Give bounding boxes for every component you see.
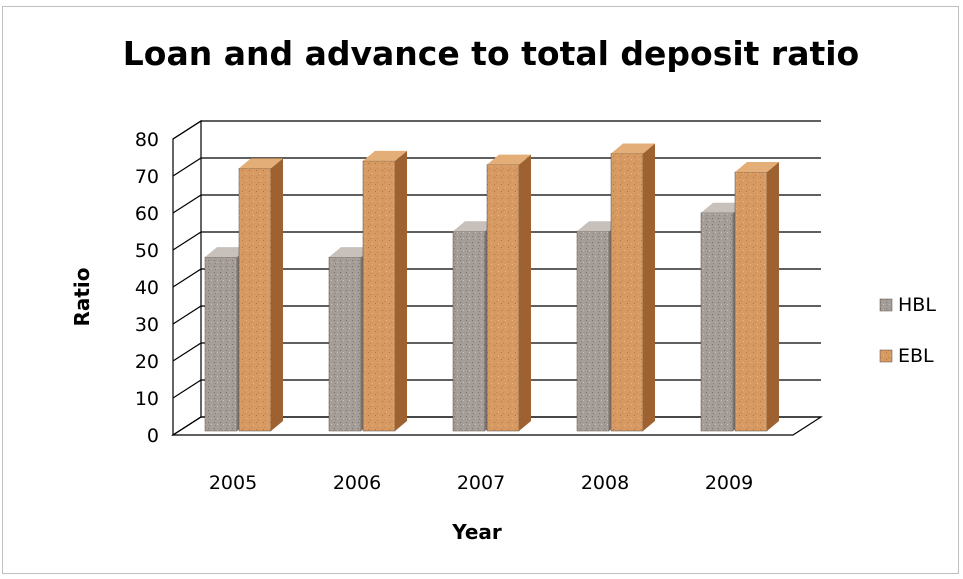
bar-top <box>205 247 249 258</box>
x-tick-label-2009: 2009 <box>705 472 753 494</box>
bar-ebl-2008 <box>610 143 655 432</box>
bar-ebl-2007 <box>486 154 531 432</box>
x-axis-tick-labels: 2005 2006 2007 2008 2009 <box>209 472 753 494</box>
x-tick-label-2005: 2005 <box>209 472 257 494</box>
bars <box>204 143 779 432</box>
y-tick-label: 60 <box>135 203 159 225</box>
bar-top <box>735 162 779 172</box>
bar-top <box>701 202 745 213</box>
y-tick-label: 20 <box>135 351 159 373</box>
bar-front <box>486 164 520 432</box>
legend-label: EBL <box>898 345 934 367</box>
bar-top <box>487 154 531 165</box>
bar-front <box>362 160 396 432</box>
bar-ebl-2006 <box>362 150 407 432</box>
y-tick-label: 0 <box>147 425 159 447</box>
y-tick-label: 30 <box>135 314 159 336</box>
bar-front <box>204 256 238 432</box>
y-tick-label: 10 <box>135 388 159 410</box>
legend-item-hbl: HBL <box>879 294 936 316</box>
y-tick-label: 80 <box>135 129 159 151</box>
y-tick-label: 50 <box>135 240 159 262</box>
gridline <box>172 120 821 140</box>
bar-top <box>239 158 283 169</box>
chart-frame: Loan and advance to total deposit ratio … <box>2 6 959 574</box>
bar-side <box>271 158 283 432</box>
bar-side <box>643 143 655 431</box>
bar-top <box>329 247 373 258</box>
bar-front <box>328 256 362 432</box>
legend-swatch <box>879 349 893 363</box>
legend: HBL EBL <box>879 294 936 367</box>
bar-front <box>700 212 734 432</box>
chart-title: Loan and advance to total deposit ratio <box>123 34 859 73</box>
legend-label: HBL <box>898 294 936 316</box>
x-tick-label-2007: 2007 <box>457 472 505 494</box>
bar-top <box>363 150 407 161</box>
bar-front <box>576 230 610 432</box>
y-axis-tick-labels: 0 10 20 30 40 50 60 70 80 <box>135 129 159 447</box>
bar-front <box>452 230 486 432</box>
legend-swatch <box>879 298 893 312</box>
bar-side <box>767 162 779 431</box>
bar-ebl-2005 <box>238 158 283 432</box>
bar-top <box>453 221 497 232</box>
bar-side <box>519 154 531 431</box>
bar-side <box>395 150 407 431</box>
y-tick-label: 70 <box>135 166 159 188</box>
x-tick-label-2006: 2006 <box>333 472 381 494</box>
bar-top <box>577 221 621 232</box>
chart-canvas: Loan and advance to total deposit ratio … <box>70 34 936 544</box>
x-tick-label-2008: 2008 <box>581 472 629 494</box>
y-axis-title: Ratio <box>70 267 94 326</box>
bar-top <box>611 143 655 154</box>
bar-front <box>238 168 272 432</box>
bar-ebl-2009 <box>734 162 779 432</box>
y-tick-label: 40 <box>135 277 159 299</box>
x-axis-title: Year <box>451 520 502 544</box>
legend-item-ebl: EBL <box>879 345 934 367</box>
bar-front <box>734 171 768 432</box>
bar-front <box>610 153 644 432</box>
